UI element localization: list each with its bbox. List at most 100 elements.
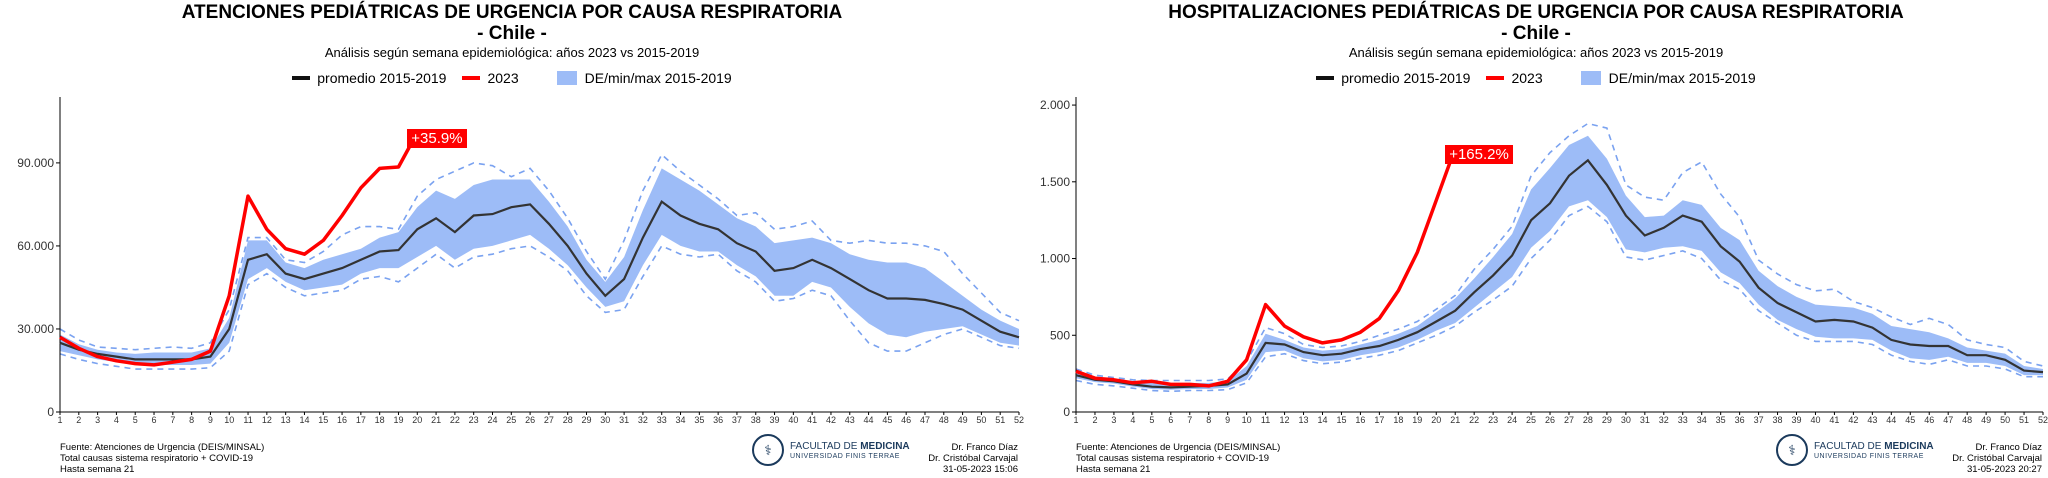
chart-legend: promedio 2015-2019 2023 DE/min/max 2015-… [0, 70, 1024, 86]
x-tick-label: 2 [76, 415, 81, 425]
x-tick-label: 26 [525, 415, 535, 425]
footer-source: Fuente: Atenciones de Urgencia (DEIS/MIN… [1076, 442, 1280, 475]
footer-line: Dr. Cristóbal Carvajal [1952, 453, 2042, 464]
x-tick-label: 29 [1602, 415, 1612, 425]
logo-subtitle: UNIVERSIDAD FINIS TERRAE [790, 452, 900, 460]
legend-label: promedio 2015-2019 [1341, 70, 1471, 86]
x-tick-label: 19 [393, 415, 403, 425]
x-tick-label: 23 [1488, 415, 1498, 425]
x-tick-label: 48 [1962, 415, 1972, 425]
university-seal-icon: ⚕ [1776, 434, 1808, 466]
x-tick-label: 22 [450, 415, 460, 425]
x-tick-label: 1 [1073, 415, 1078, 425]
annotation-label: +165.2% [1445, 145, 1513, 165]
chart-subtitle: Análisis según semana epidemiológica: añ… [324, 45, 700, 60]
footer-line: Total causas sistema respiratorio + COVI… [1076, 453, 1269, 464]
university-logo: ⚕ FACULTAD DE MEDICINA UNIVERSIDAD FINIS… [752, 434, 910, 466]
footer-line: Dr. Cristóbal Carvajal [928, 453, 1018, 464]
y-tick-label: 0 [47, 405, 54, 419]
x-tick-label: 9 [208, 415, 213, 425]
footer-line: Hasta semana 21 [60, 464, 135, 475]
logo-subtitle: UNIVERSIDAD FINIS TERRAE [1814, 452, 1924, 460]
legend-item-average: promedio 2015-2019 [292, 70, 446, 86]
x-tick-label: 21 [1450, 415, 1460, 425]
x-tick-label: 8 [1206, 415, 1211, 425]
x-tick-label: 48 [939, 415, 949, 425]
x-tick-label: 12 [262, 415, 272, 425]
legend-item-2023: 2023 [1486, 70, 1543, 86]
x-tick-label: 44 [864, 415, 874, 425]
average-line [59, 199, 1020, 361]
x-tick-label: 1 [57, 415, 62, 425]
legend-label: promedio 2015-2019 [317, 70, 447, 86]
x-tick-label: 49 [958, 415, 968, 425]
y-tick-label: 60.000 [17, 239, 54, 253]
legend-item-2023: 2023 [462, 70, 519, 86]
x-tick-label: 28 [1583, 415, 1593, 425]
x-tick-label: 34 [1697, 415, 1707, 425]
legend-line-icon [1486, 76, 1505, 80]
x-tick-label: 16 [337, 415, 347, 425]
x-tick-label: 6 [1168, 415, 1173, 425]
x-tick-label: 32 [638, 415, 648, 425]
x-tick-label: 45 [1905, 415, 1915, 425]
legend-item-average: promedio 2015-2019 [1316, 70, 1470, 86]
footer-authors: Dr. Franco Díaz Dr. Cristóbal Carvajal 3… [928, 442, 1018, 475]
y-tick-label: 1.500 [1040, 175, 1070, 189]
x-tick-label: 39 [770, 415, 780, 425]
x-tick-label: 3 [95, 415, 100, 425]
legend-label: DE/min/max 2015-2019 [584, 70, 732, 86]
x-tick-label: 35 [1716, 415, 1726, 425]
legend-line-icon [1316, 76, 1335, 80]
x-tick-label: 18 [1393, 415, 1403, 425]
y-tick-label: 0 [1063, 405, 1070, 419]
sd-band [1076, 135, 2043, 390]
x-tick-label: 43 [845, 415, 855, 425]
x-tick-label: 21 [431, 415, 441, 425]
x-tick-label: 41 [807, 415, 817, 425]
legend-label: 2023 [1511, 70, 1543, 86]
x-tick-label: 33 [657, 415, 667, 425]
y-tick-label: 30.000 [17, 322, 54, 336]
x-tick-label: 39 [1792, 415, 1802, 425]
x-tick-label: 51 [995, 415, 1005, 425]
x-tick-label: 2 [1092, 415, 1097, 425]
footer-authors: Dr. Franco Díaz Dr. Cristóbal Carvajal 3… [1952, 442, 2042, 475]
x-tick-label: 19 [1412, 415, 1422, 425]
x-tick-label: 46 [901, 415, 911, 425]
x-tick-label: 10 [1242, 415, 1252, 425]
x-tick-label: 15 [1336, 415, 1346, 425]
legend-line-icon [462, 76, 481, 80]
footer-line: Fuente: Atenciones de Urgencia (DEIS/MIN… [60, 442, 265, 453]
x-tick-label: 7 [1187, 415, 1192, 425]
x-tick-label: 24 [1507, 415, 1517, 425]
x-tick-label: 24 [487, 415, 497, 425]
x-tick-label: 27 [544, 415, 554, 425]
x-tick-label: 26 [1545, 415, 1555, 425]
y-tick-label: 1.000 [1040, 252, 1070, 266]
x-tick-label: 25 [506, 415, 516, 425]
x-tick-label: 46 [1924, 415, 1934, 425]
x-tick-label: 25 [1526, 415, 1536, 425]
footer-line: Fuente: Atenciones de Urgencia (DEIS/MIN… [1076, 442, 1281, 453]
x-tick-label: 13 [281, 415, 291, 425]
x-tick-label: 50 [2000, 415, 2010, 425]
x-tick-label: 3 [1111, 415, 1116, 425]
x-tick-label: 42 [826, 415, 836, 425]
x-tick-label: 8 [189, 415, 194, 425]
chart-panel-hospitalizaciones: HOSPITALIZACIONES PEDIÁTRICAS DE URGENCI… [1024, 0, 2048, 478]
chart-panel-atenciones: ATENCIONES PEDIÁTRICAS DE URGENCIA POR C… [0, 2, 1024, 475]
min-dashed-line [1075, 205, 2043, 393]
x-tick-label: 52 [1014, 415, 1024, 425]
x-tick-label: 47 [1943, 415, 1953, 425]
legend-label: DE/min/max 2015-2019 [1608, 70, 1756, 86]
x-tick-label: 36 [713, 415, 723, 425]
footer-line: Dr. Franco Díaz [1975, 442, 2042, 453]
x-tick-label: 29 [582, 415, 592, 425]
x-tick-label: 11 [1261, 415, 1270, 425]
x-tick-label: 34 [676, 415, 686, 425]
x-tick-label: 30 [600, 415, 610, 425]
x-tick-label: 42 [1848, 415, 1858, 425]
x-tick-label: 23 [469, 415, 479, 425]
